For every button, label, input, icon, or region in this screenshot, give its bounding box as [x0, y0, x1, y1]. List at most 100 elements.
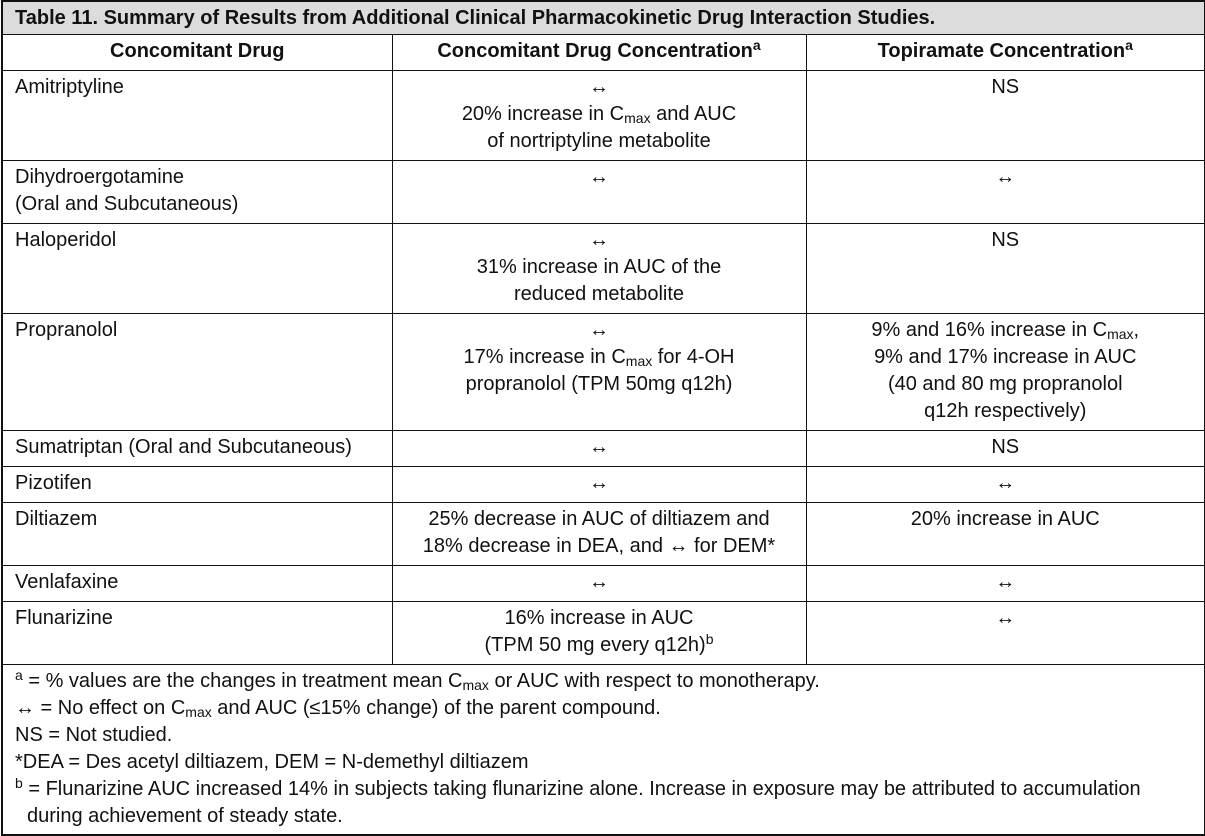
text: (Oral and Subcutaneous) — [15, 193, 239, 215]
table-cell: ↔ 17% increase in Cmax for 4-OH propranolo… — [391, 313, 807, 431]
table-cell: 25% decrease in AUC of diltiazem and 18% … — [391, 502, 807, 566]
superscript: b — [705, 631, 714, 647]
text: and AUC (≤15% change) of the parent comp… — [211, 697, 661, 719]
text: Flunarizine — [15, 607, 113, 629]
footnote: NS = Not studied. — [15, 722, 1192, 749]
table-cell: ↔ — [805, 601, 1205, 665]
cell-line: Pizotifen — [15, 470, 380, 497]
table-cell: Haloperidol — [1, 223, 393, 314]
footnote: b = Flunarizine AUC increased 14% in sub… — [15, 776, 1192, 830]
text: Amitriptyline — [15, 76, 124, 98]
cell-line: NS — [819, 434, 1193, 461]
cell-line: 31% increase in AUC of the — [405, 254, 794, 281]
text: q12h respectively) — [924, 400, 1087, 422]
cell-line: 9% and 16% increase in Cmax, — [819, 317, 1193, 344]
table-cell: NS — [805, 70, 1205, 161]
data-row: Venlafaxine ↔ ↔ — [1, 565, 1205, 602]
text: or AUC with respect to monotherapy. — [488, 670, 820, 692]
text: ↔ = No effect on C — [15, 697, 186, 719]
cell-line: 17% increase in Cmax for 4-OH — [405, 344, 794, 371]
cell-line: Sumatriptan (Oral and Subcutaneous) — [15, 434, 380, 461]
superscript: a — [752, 37, 761, 53]
table-cell: Propranolol — [1, 313, 393, 431]
text: NS — [991, 76, 1020, 98]
subscript: max — [625, 353, 653, 369]
text: and AUC — [650, 103, 737, 125]
text: 9% and 17% increase in AUC — [874, 346, 1137, 368]
text: Topiramate Concentration — [877, 40, 1126, 62]
cell-line: ↔ — [405, 470, 794, 497]
text: ↔ — [995, 607, 1016, 629]
table-cell: ↔ — [805, 565, 1205, 602]
cell-line: ↔ — [405, 317, 794, 344]
cell-line: propranolol (TPM 50mg q12h) — [405, 371, 794, 398]
cell-line: Concomitant Drug — [15, 38, 380, 65]
text: NS — [991, 229, 1020, 251]
footnote: a = % values are the changes in treatmen… — [15, 668, 1192, 695]
footnote-row: a = % values are the changes in treatmen… — [1, 664, 1205, 836]
text: Haloperidol — [15, 229, 117, 251]
cell-line: Amitriptyline — [15, 74, 380, 101]
text: of nortriptyline metabolite — [487, 130, 711, 152]
table-cell: Flunarizine — [1, 601, 393, 665]
cell-line: ↔ — [819, 164, 1193, 191]
text: *DEA = Des acetyl diltiazem, DEM = N-dem… — [15, 751, 529, 773]
table-cell: 9% and 16% increase in Cmax, 9% and 17% i… — [805, 313, 1205, 431]
data-row: Haloperidol ↔ 31% increase in AUC of the re… — [1, 223, 1205, 314]
cell-line: 9% and 17% increase in AUC — [819, 344, 1193, 371]
table-cell: ↔ — [805, 160, 1205, 224]
data-row: Propranolol ↔ 17% increase in Cmax for 4-O… — [1, 313, 1205, 431]
column-header: Concomitant Drug Concentrationa — [391, 34, 807, 71]
cell-line: q12h respectively) — [819, 398, 1193, 425]
cell-line: ↔ — [405, 164, 794, 191]
cell-line: 25% decrease in AUC of diltiazem and — [405, 506, 794, 533]
text: 18% decrease in DEA, and ↔ for DEM* — [422, 535, 776, 557]
text: ↔ — [589, 571, 609, 593]
cell-line: 20% increase in Cmax and AUC — [405, 101, 794, 128]
text: , — [1133, 319, 1140, 341]
text: 17% increase in C — [463, 346, 626, 368]
cell-line: 20% increase in AUC — [819, 506, 1193, 533]
text: Pizotifen — [15, 472, 92, 494]
cell-line: Concomitant Drug Concentrationa — [405, 38, 794, 65]
data-row: Dihydroergotamine (Oral and Subcutaneous)… — [1, 160, 1205, 224]
footnotes: a = % values are the changes in treatmen… — [1, 664, 1205, 836]
data-row: Flunarizine 16% increase in AUC (TPM 50 mg… — [1, 601, 1205, 665]
cell-line: NS — [819, 74, 1193, 101]
text: propranolol (TPM 50mg q12h) — [465, 373, 733, 395]
cell-line: reduced metabolite — [405, 281, 794, 308]
footnote: *DEA = Des acetyl diltiazem, DEM = N-dem… — [15, 749, 1192, 776]
data-row: Diltiazem 25% decrease in AUC of diltiaze… — [1, 502, 1205, 566]
text: ↔ — [995, 571, 1016, 593]
text: reduced metabolite — [513, 283, 685, 305]
cell-line: ↔ — [819, 569, 1193, 596]
text: ↔ — [589, 436, 609, 458]
text: = Flunarizine AUC increased 14% in subje… — [22, 778, 1141, 827]
table-cell: ↔ — [391, 160, 807, 224]
text: 20% increase in AUC — [910, 508, 1100, 530]
table-cell: Venlafaxine — [1, 565, 393, 602]
text: 20% increase in C — [461, 103, 625, 125]
text: ↔ — [589, 76, 609, 98]
cell-line: Dihydroergotamine — [15, 164, 380, 191]
table-cell: Amitriptyline — [1, 70, 393, 161]
text: NS = Not studied. — [15, 724, 173, 746]
cell-line: Venlafaxine — [15, 569, 380, 596]
table-cell: Sumatriptan (Oral and Subcutaneous) — [1, 430, 393, 467]
text: Sumatriptan (Oral and Subcutaneous) — [15, 436, 352, 458]
table-cell: ↔ — [391, 565, 807, 602]
table-cell: ↔ — [391, 466, 807, 503]
cell-line: Flunarizine — [15, 605, 380, 632]
text: (40 and 80 mg propranolol — [887, 373, 1123, 395]
table-cell: ↔ 31% increase in AUC of the reduced metab… — [391, 223, 807, 314]
column-header: Concomitant Drug — [1, 34, 393, 71]
table-cell: NS — [805, 430, 1205, 467]
cell-line: (40 and 80 mg propranolol — [819, 371, 1193, 398]
text: Diltiazem — [15, 508, 98, 530]
subscript: max — [185, 704, 212, 720]
text: Concomitant Drug — [110, 40, 285, 62]
cell-line: (Oral and Subcutaneous) — [15, 191, 380, 218]
cell-line: ↔ — [405, 74, 794, 101]
